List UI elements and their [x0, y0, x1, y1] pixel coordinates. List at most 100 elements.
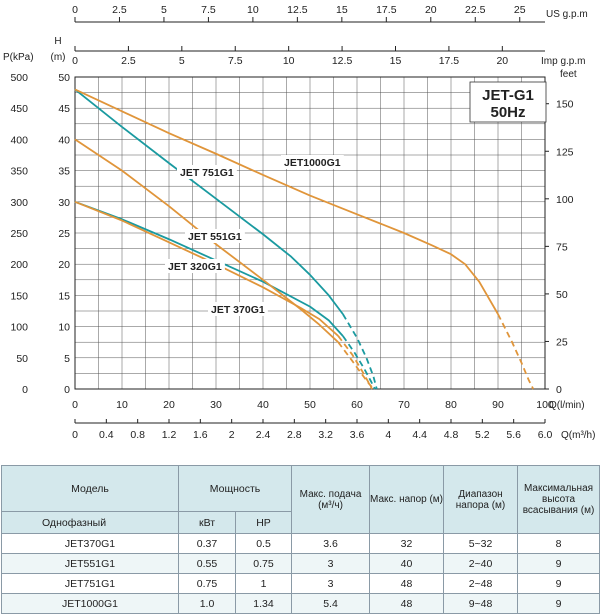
tick-label-m3h: 0.8: [130, 429, 145, 441]
table-row: JET1000G1 1.0 1.34 5.4 48 9~48 9: [1, 593, 600, 614]
cell-head-range: 5~32: [443, 533, 519, 554]
axes: 05101520253035404550H(m)0501001502002503…: [3, 4, 595, 441]
tick-label-h: 15: [58, 290, 70, 302]
cell-head-range: 2~40: [443, 553, 519, 574]
cell-kw: 1.0: [178, 593, 236, 614]
curve-label: JET 320G1: [168, 261, 222, 273]
cell-max-flow: 3: [291, 553, 371, 574]
series-curve-0: [74, 200, 344, 337]
tick-label-h: 35: [58, 166, 70, 178]
curve-label-bg: [281, 155, 344, 169]
tick-label-us-gpm: 20: [425, 4, 437, 16]
header-single-phase: Однофазный: [1, 511, 179, 534]
tick-label-p: 200: [10, 259, 28, 271]
tick-label-p: 400: [10, 134, 28, 146]
tick-label-h: 25: [58, 228, 70, 240]
tick-label-m3h: 1.2: [162, 429, 177, 441]
header-hp: HP: [234, 511, 293, 534]
tick-label-m3h: 0: [72, 429, 78, 441]
tick-label-imp-gpm: 15: [390, 55, 402, 67]
header-head-range: Диапазон напора (м): [443, 465, 519, 534]
tick-label-h: 45: [58, 103, 70, 115]
tick-label-imp-gpm: 0: [72, 55, 78, 67]
tick-label-p: 0: [22, 384, 28, 396]
tick-label-m3h: 3.6: [350, 429, 365, 441]
table-row: JET751G1 0.75 1 3 48 2~48 9: [1, 573, 600, 594]
tick-label-us-gpm: 2.5: [112, 4, 127, 16]
pump-curve-chart: 05101520253035404550H(m)0501001502002503…: [3, 4, 595, 441]
axis-label-us-gpm: US g.p.m: [546, 9, 588, 20]
cell-max-flow: 3: [291, 573, 371, 594]
curve-label-bg: [208, 302, 268, 316]
tick-label-m3h: 2: [229, 429, 235, 441]
tick-label-us-gpm: 0: [72, 4, 78, 16]
tick-label-m3h: 5.6: [506, 429, 521, 441]
tick-label-imp-gpm: 12.5: [332, 55, 353, 67]
header-model: Модель: [1, 465, 179, 512]
cell-max-head: 48: [369, 573, 445, 594]
series-curve-tail-1: [337, 335, 373, 390]
cell-model: JET751G1: [1, 573, 179, 594]
tick-label-us-gpm: 15: [336, 4, 348, 16]
cell-kw: 0.75: [178, 573, 236, 594]
tick-label-feet: 125: [556, 146, 574, 158]
tick-label-h: 20: [58, 259, 70, 271]
cell-hp: 1: [234, 573, 293, 594]
tick-label-imp-gpm: 7.5: [228, 55, 243, 67]
series-curve-tail-3: [342, 313, 378, 390]
tick-label-p: 50: [16, 353, 28, 365]
tick-label-h: 30: [58, 197, 70, 209]
tick-label-m3h: 0.4: [99, 429, 114, 441]
cell-max-head: 32: [369, 533, 445, 554]
tick-label-us-gpm: 12.5: [287, 4, 308, 16]
header-max-flow: Макс. подача (м³/ч): [291, 465, 371, 534]
tick-label-m3h: 2.4: [256, 429, 271, 441]
plot-frame: [74, 76, 546, 390]
header-power: Мощность: [177, 465, 293, 512]
chart-title: JET-G1: [482, 87, 534, 104]
tick-label-p: 450: [10, 103, 28, 115]
tick-label-h: 5: [64, 353, 70, 365]
curve-label: JET1000G1: [284, 157, 341, 169]
tick-label-m3h: 4.4: [412, 429, 427, 441]
tick-label-lmin: 20: [163, 399, 175, 411]
curve-label-bg: [185, 229, 245, 243]
tick-label-h: 0: [64, 384, 70, 396]
tick-label-feet: 100: [556, 194, 574, 206]
cell-max-flow: 5.4: [291, 593, 371, 614]
tick-label-feet: 25: [556, 336, 568, 348]
cell-suction: 8: [517, 533, 600, 554]
tick-label-m3h: 3.2: [318, 429, 333, 441]
tick-label-us-gpm: 10: [247, 4, 259, 16]
tick-label-us-gpm: 5: [161, 4, 167, 16]
series-curves: [74, 88, 535, 390]
cell-kw: 0.55: [178, 553, 236, 574]
tick-label-m3h: 4: [385, 429, 391, 441]
axis-label-feet: feet: [560, 69, 577, 80]
tick-label-us-gpm: 7.5: [201, 4, 216, 16]
tick-label-us-gpm: 22.5: [465, 4, 486, 16]
tick-label-imp-gpm: 17.5: [439, 55, 460, 67]
tick-label-feet: 0: [556, 384, 562, 396]
axis-label-lmin: Q(l/min): [549, 400, 585, 411]
curve-label: JET 370G1: [211, 304, 265, 316]
series-curve-tail-2: [337, 341, 375, 390]
axis-label-imp-gpm: Imp g.p.m: [541, 56, 585, 67]
cell-kw: 0.37: [178, 533, 236, 554]
axis-label-p: P(kPa): [3, 52, 34, 63]
tick-label-p: 350: [10, 166, 28, 178]
cell-max-flow: 3.6: [291, 533, 371, 554]
tick-label-lmin: 40: [257, 399, 269, 411]
tick-label-p: 100: [10, 322, 28, 334]
spec-table: Модель Мощность Макс. подача (м³/ч) Макс…: [1, 465, 600, 614]
tick-label-lmin: 0: [72, 399, 78, 411]
curve-label: JET 751G1: [180, 167, 234, 179]
series-curve-2: [74, 138, 339, 343]
series-curve-tail-4: [497, 313, 535, 390]
table-header-row: Модель Мощность Макс. подача (м³/ч) Макс…: [1, 465, 600, 534]
tick-label-h: 10: [58, 322, 70, 334]
tick-label-lmin: 70: [398, 399, 410, 411]
cell-suction: 9: [517, 573, 600, 594]
cell-hp: 0.5: [234, 533, 293, 554]
tick-label-imp-gpm: 10: [283, 55, 295, 67]
